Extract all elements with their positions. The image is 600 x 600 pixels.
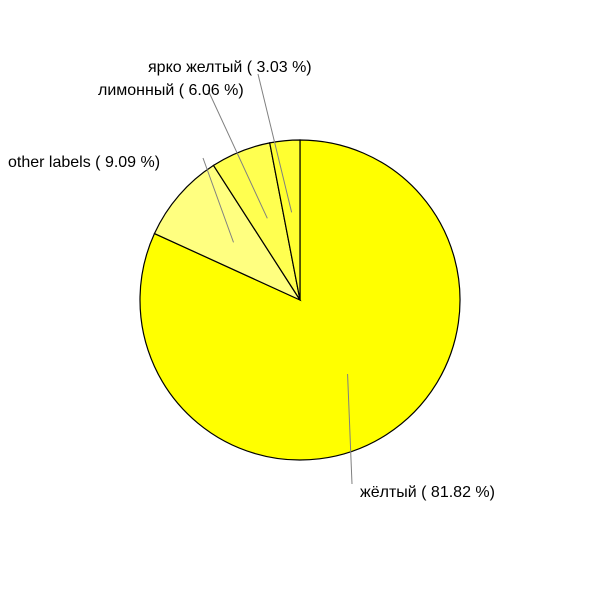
slice-label-other-labels: other labels ( 9.09 %) [8, 154, 160, 171]
leader-line-yarko-zheltyi [257, 73, 293, 213]
leader-line-limonnyi [207, 89, 268, 219]
slice-label-zholtyi: жёлтый ( 81.82 %) [360, 484, 495, 501]
leader-line-other-labels [202, 157, 234, 243]
labels-layer: жёлтый ( 81.82 %) other labels ( 9.09 %)… [8, 59, 495, 501]
leader-line-zholtyi [347, 374, 353, 485]
slice-label-limonnyi: лимонный ( 6.06 %) [98, 82, 244, 99]
slice-other-labels [153, 164, 302, 302]
slice-yarko-zheltyi [269, 139, 301, 301]
slices-layer [139, 139, 461, 461]
leaders-layer [202, 73, 353, 485]
slice-label-yarko-zheltyi: ярко желтый ( 3.03 %) [148, 59, 312, 76]
